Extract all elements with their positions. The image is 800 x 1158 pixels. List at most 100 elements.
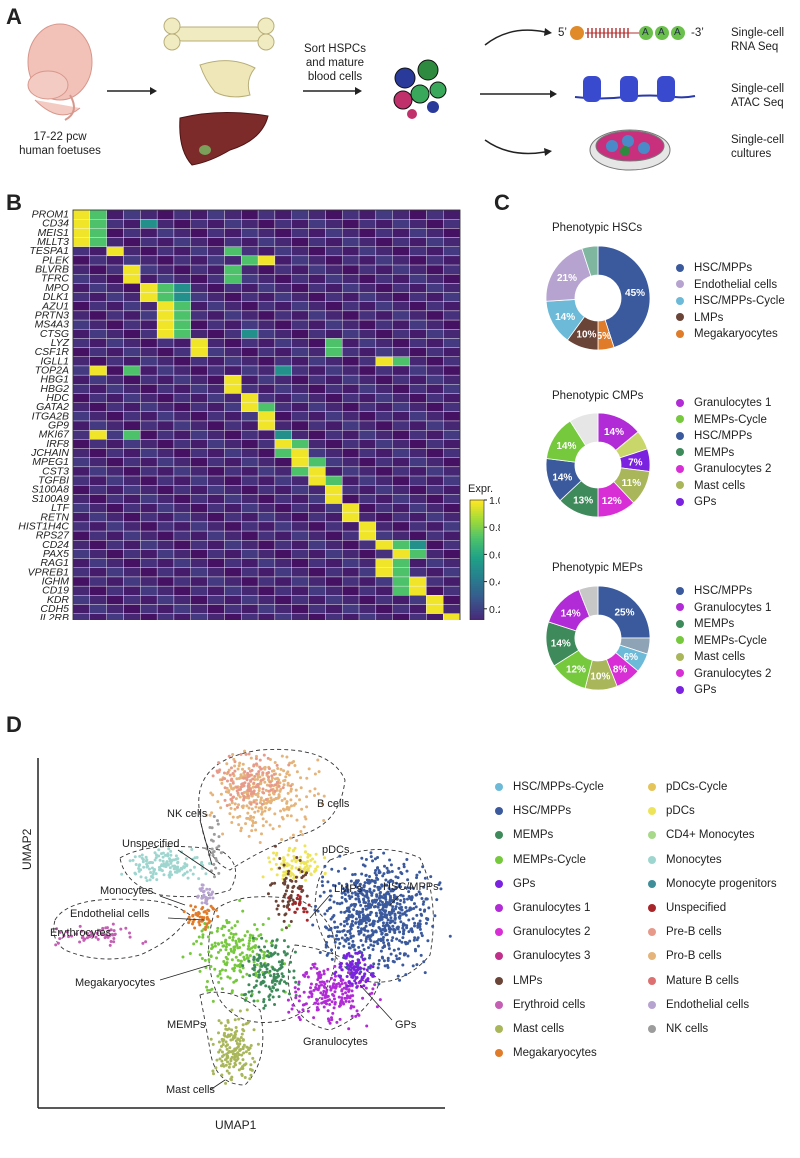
umap-point	[350, 919, 354, 923]
umap-point	[254, 820, 258, 824]
colorbar-segment	[470, 615, 484, 619]
umap-point	[186, 876, 190, 880]
heatmap-cell	[241, 466, 259, 477]
umap-point	[279, 787, 283, 791]
umap-point	[298, 859, 302, 863]
heatmap-cell	[89, 494, 107, 504]
colorbar-segment	[470, 568, 484, 571]
heatmap-cell	[207, 246, 225, 257]
umap-point	[164, 865, 168, 869]
heatmap-cell	[190, 576, 208, 587]
heatmap-cell	[241, 613, 259, 620]
umap-point	[233, 764, 237, 768]
umap-point	[176, 857, 180, 861]
umap-point	[303, 850, 307, 854]
umap-point	[147, 867, 151, 871]
umap-point	[297, 1015, 301, 1019]
umap-point	[398, 916, 402, 920]
umap-point	[131, 858, 135, 862]
umap-point	[403, 911, 407, 915]
umap-point	[215, 769, 219, 773]
umap-point	[332, 900, 336, 904]
umap-point	[247, 752, 251, 756]
umap-point	[354, 897, 358, 901]
heatmap-cell	[224, 512, 242, 523]
umap-point	[214, 866, 218, 870]
heatmap-cell	[72, 274, 91, 284]
colorbar-segment	[470, 531, 484, 535]
umap-point	[225, 1028, 229, 1032]
gene-label: PROM1	[32, 209, 69, 221]
umap-point	[361, 943, 365, 947]
heatmap-cell	[375, 374, 393, 385]
umap-point	[215, 819, 219, 823]
heatmap-cell	[156, 356, 175, 367]
umap-point	[300, 870, 304, 874]
umap-point	[299, 861, 303, 865]
umap-point	[323, 995, 327, 999]
heatmap-cell	[207, 420, 225, 431]
heatmap-cell	[358, 466, 377, 477]
heatmap-cell	[325, 365, 343, 376]
heatmap-cell	[392, 457, 410, 468]
heatmap-cell	[342, 530, 360, 541]
umap-point	[253, 1060, 257, 1064]
umap-point	[386, 918, 390, 922]
umap-legend-item: Granulocytes 1	[495, 902, 590, 914]
umap-point	[391, 905, 395, 909]
umap-point	[157, 848, 161, 852]
heatmap-cell	[123, 576, 141, 587]
umap-point	[234, 797, 238, 801]
heatmap-cell	[156, 374, 175, 385]
heatmap-cell	[325, 402, 343, 413]
donut-legend-item: HSC/MPPs	[676, 262, 752, 274]
umap-point	[209, 791, 213, 795]
heatmap-cell	[409, 595, 427, 605]
umap-point	[397, 956, 401, 960]
umap-point	[305, 805, 309, 809]
heatmap-cell	[257, 374, 276, 385]
umap-point	[70, 934, 74, 938]
umap-point	[242, 1043, 246, 1047]
umap-point	[293, 986, 297, 990]
heatmap-cell	[274, 457, 292, 468]
umap-point	[277, 995, 281, 999]
umap-point	[403, 952, 407, 956]
heatmap-cell	[106, 264, 124, 275]
umap-point	[287, 907, 291, 911]
umap-point	[353, 979, 357, 983]
umap-point	[146, 864, 150, 868]
heatmap-cell	[442, 301, 461, 312]
umap-point	[342, 924, 346, 928]
heatmap-cell	[207, 521, 225, 532]
heatmap-cell	[173, 255, 191, 266]
heatmap-cell	[89, 503, 107, 513]
heatmap-cell	[274, 429, 292, 440]
umap-point	[295, 855, 299, 859]
legend-swatch	[676, 481, 684, 490]
umap-point	[315, 1008, 319, 1012]
umap-point	[231, 938, 235, 942]
heatmap-cell	[106, 549, 124, 559]
umap-point	[62, 934, 66, 938]
umap-point	[435, 898, 439, 902]
gene-label: PAX5	[43, 548, 69, 560]
umap-point	[262, 980, 266, 984]
umap-point	[377, 888, 381, 892]
heatmap-cell	[257, 540, 276, 550]
heatmap-cell	[156, 402, 175, 413]
heatmap-cell	[325, 246, 343, 257]
heatmap-cell	[426, 585, 444, 596]
umap-point	[322, 972, 326, 976]
gene-label: TFRC	[41, 273, 69, 285]
umap-point	[386, 890, 390, 894]
umap-point	[422, 885, 426, 889]
umap-point	[389, 952, 393, 956]
heatmap-cell	[106, 558, 124, 568]
umap-point	[242, 943, 246, 947]
heatmap-cell	[156, 329, 175, 339]
heatmap-cell	[140, 503, 158, 513]
umap-point	[350, 1014, 354, 1018]
umap-point	[247, 1020, 251, 1024]
umap-point	[273, 777, 277, 781]
